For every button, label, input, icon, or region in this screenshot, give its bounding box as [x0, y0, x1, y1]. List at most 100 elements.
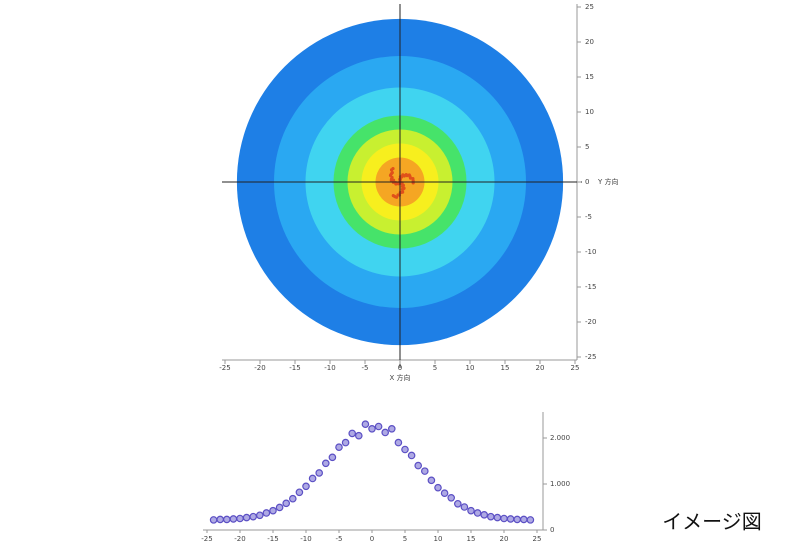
x-tick-label: 20	[500, 535, 509, 543]
data-point	[242, 513, 251, 522]
data-point	[420, 467, 429, 475]
data-point	[302, 482, 310, 491]
hot-speckle	[408, 176, 413, 180]
data-point	[354, 431, 363, 440]
x-tick-label: 15	[467, 535, 476, 543]
data-point	[506, 515, 515, 523]
y-tick-label: 25	[585, 3, 594, 11]
x-tick-label: 25	[533, 535, 542, 543]
x-tick-label: 10	[466, 364, 475, 372]
data-point	[427, 476, 436, 485]
data-point	[513, 515, 522, 524]
y-axis-title: Y 方向	[597, 177, 619, 186]
x-tick-label: -25	[219, 364, 230, 372]
hot-speckle	[390, 170, 394, 175]
x-tick-label: 0	[370, 535, 374, 543]
data-point	[473, 509, 482, 517]
x-tick-label: -15	[267, 535, 278, 543]
data-point	[440, 489, 449, 498]
data-point	[407, 451, 416, 460]
hot-speckle	[400, 184, 405, 188]
hot-speckle	[391, 178, 396, 182]
data-point	[401, 445, 409, 454]
data-point	[414, 461, 423, 470]
data-point	[434, 483, 442, 492]
y-tick-label: -5	[585, 213, 592, 221]
data-point	[216, 515, 225, 524]
hot-speckle	[400, 187, 405, 191]
data-point	[321, 459, 330, 468]
data-point	[282, 499, 291, 508]
data-point	[486, 512, 495, 521]
data-point	[368, 424, 376, 433]
hot-speckle	[396, 193, 400, 197]
data-point	[315, 469, 324, 477]
data-point	[341, 438, 350, 447]
y-tick-label: -10	[585, 248, 596, 256]
y-tick-label: 20	[585, 38, 594, 46]
y-tick-label: 2.000	[550, 434, 570, 442]
data-point	[295, 488, 304, 497]
data-point	[361, 420, 370, 429]
data-point	[275, 503, 284, 512]
y-tick-label: -25	[585, 353, 596, 361]
data-point	[460, 503, 469, 511]
x-tick-label: -20	[254, 364, 265, 372]
data-point	[447, 493, 456, 502]
hot-speckle	[402, 174, 406, 178]
x-tick-label: -10	[324, 364, 335, 372]
x-tick-label: 15	[501, 364, 510, 372]
x-axis-title: X 方向	[389, 373, 410, 382]
data-point	[480, 511, 489, 519]
data-point	[249, 512, 258, 521]
data-point	[500, 514, 508, 523]
data-point	[394, 438, 403, 447]
data-point	[387, 424, 396, 433]
data-point	[328, 453, 337, 462]
x-tick-label: -5	[362, 364, 369, 372]
x-tick-label: -10	[300, 535, 311, 543]
data-point	[288, 494, 297, 503]
data-point	[374, 422, 383, 431]
x-tick-label: -20	[234, 535, 245, 543]
data-point	[209, 516, 218, 524]
data-point	[467, 506, 475, 515]
data-point	[348, 429, 357, 438]
x-tick-label: 20	[536, 364, 545, 372]
data-point	[526, 516, 535, 524]
y-tick-label: 1.000	[550, 480, 570, 488]
data-point	[255, 511, 264, 520]
x-tick-label: -15	[289, 364, 300, 372]
hot-speckle	[391, 166, 395, 171]
y-tick-label: 5	[585, 143, 589, 151]
data-point	[229, 515, 238, 523]
data-point	[308, 474, 317, 483]
y-tick-label: 10	[585, 108, 594, 116]
data-point	[236, 514, 244, 523]
data-point	[453, 499, 462, 508]
data-point	[262, 509, 271, 517]
data-point	[381, 428, 390, 437]
y-tick-label: 0	[585, 178, 589, 186]
data-point	[269, 506, 277, 515]
hot-speckle	[405, 174, 409, 178]
hot-speckle	[390, 175, 394, 180]
data-point	[335, 443, 343, 452]
y-tick-label: -15	[585, 283, 596, 291]
data-point	[223, 515, 231, 524]
x-tick-label: 0	[398, 364, 402, 372]
x-tick-label: 25	[571, 364, 580, 372]
x-tick-label: 5	[403, 535, 407, 543]
y-tick-label: 15	[585, 73, 594, 81]
x-tick-label: 10	[434, 535, 443, 543]
data-point	[519, 515, 528, 524]
y-tick-label: -20	[585, 318, 596, 326]
x-tick-label: 5	[433, 364, 437, 372]
y-tick-label: 0	[550, 526, 554, 534]
hot-speckle	[391, 194, 395, 198]
x-tick-label: -25	[201, 535, 212, 543]
caption: イメージ図	[662, 510, 762, 534]
data-point	[493, 513, 502, 522]
x-tick-label: -5	[336, 535, 343, 543]
